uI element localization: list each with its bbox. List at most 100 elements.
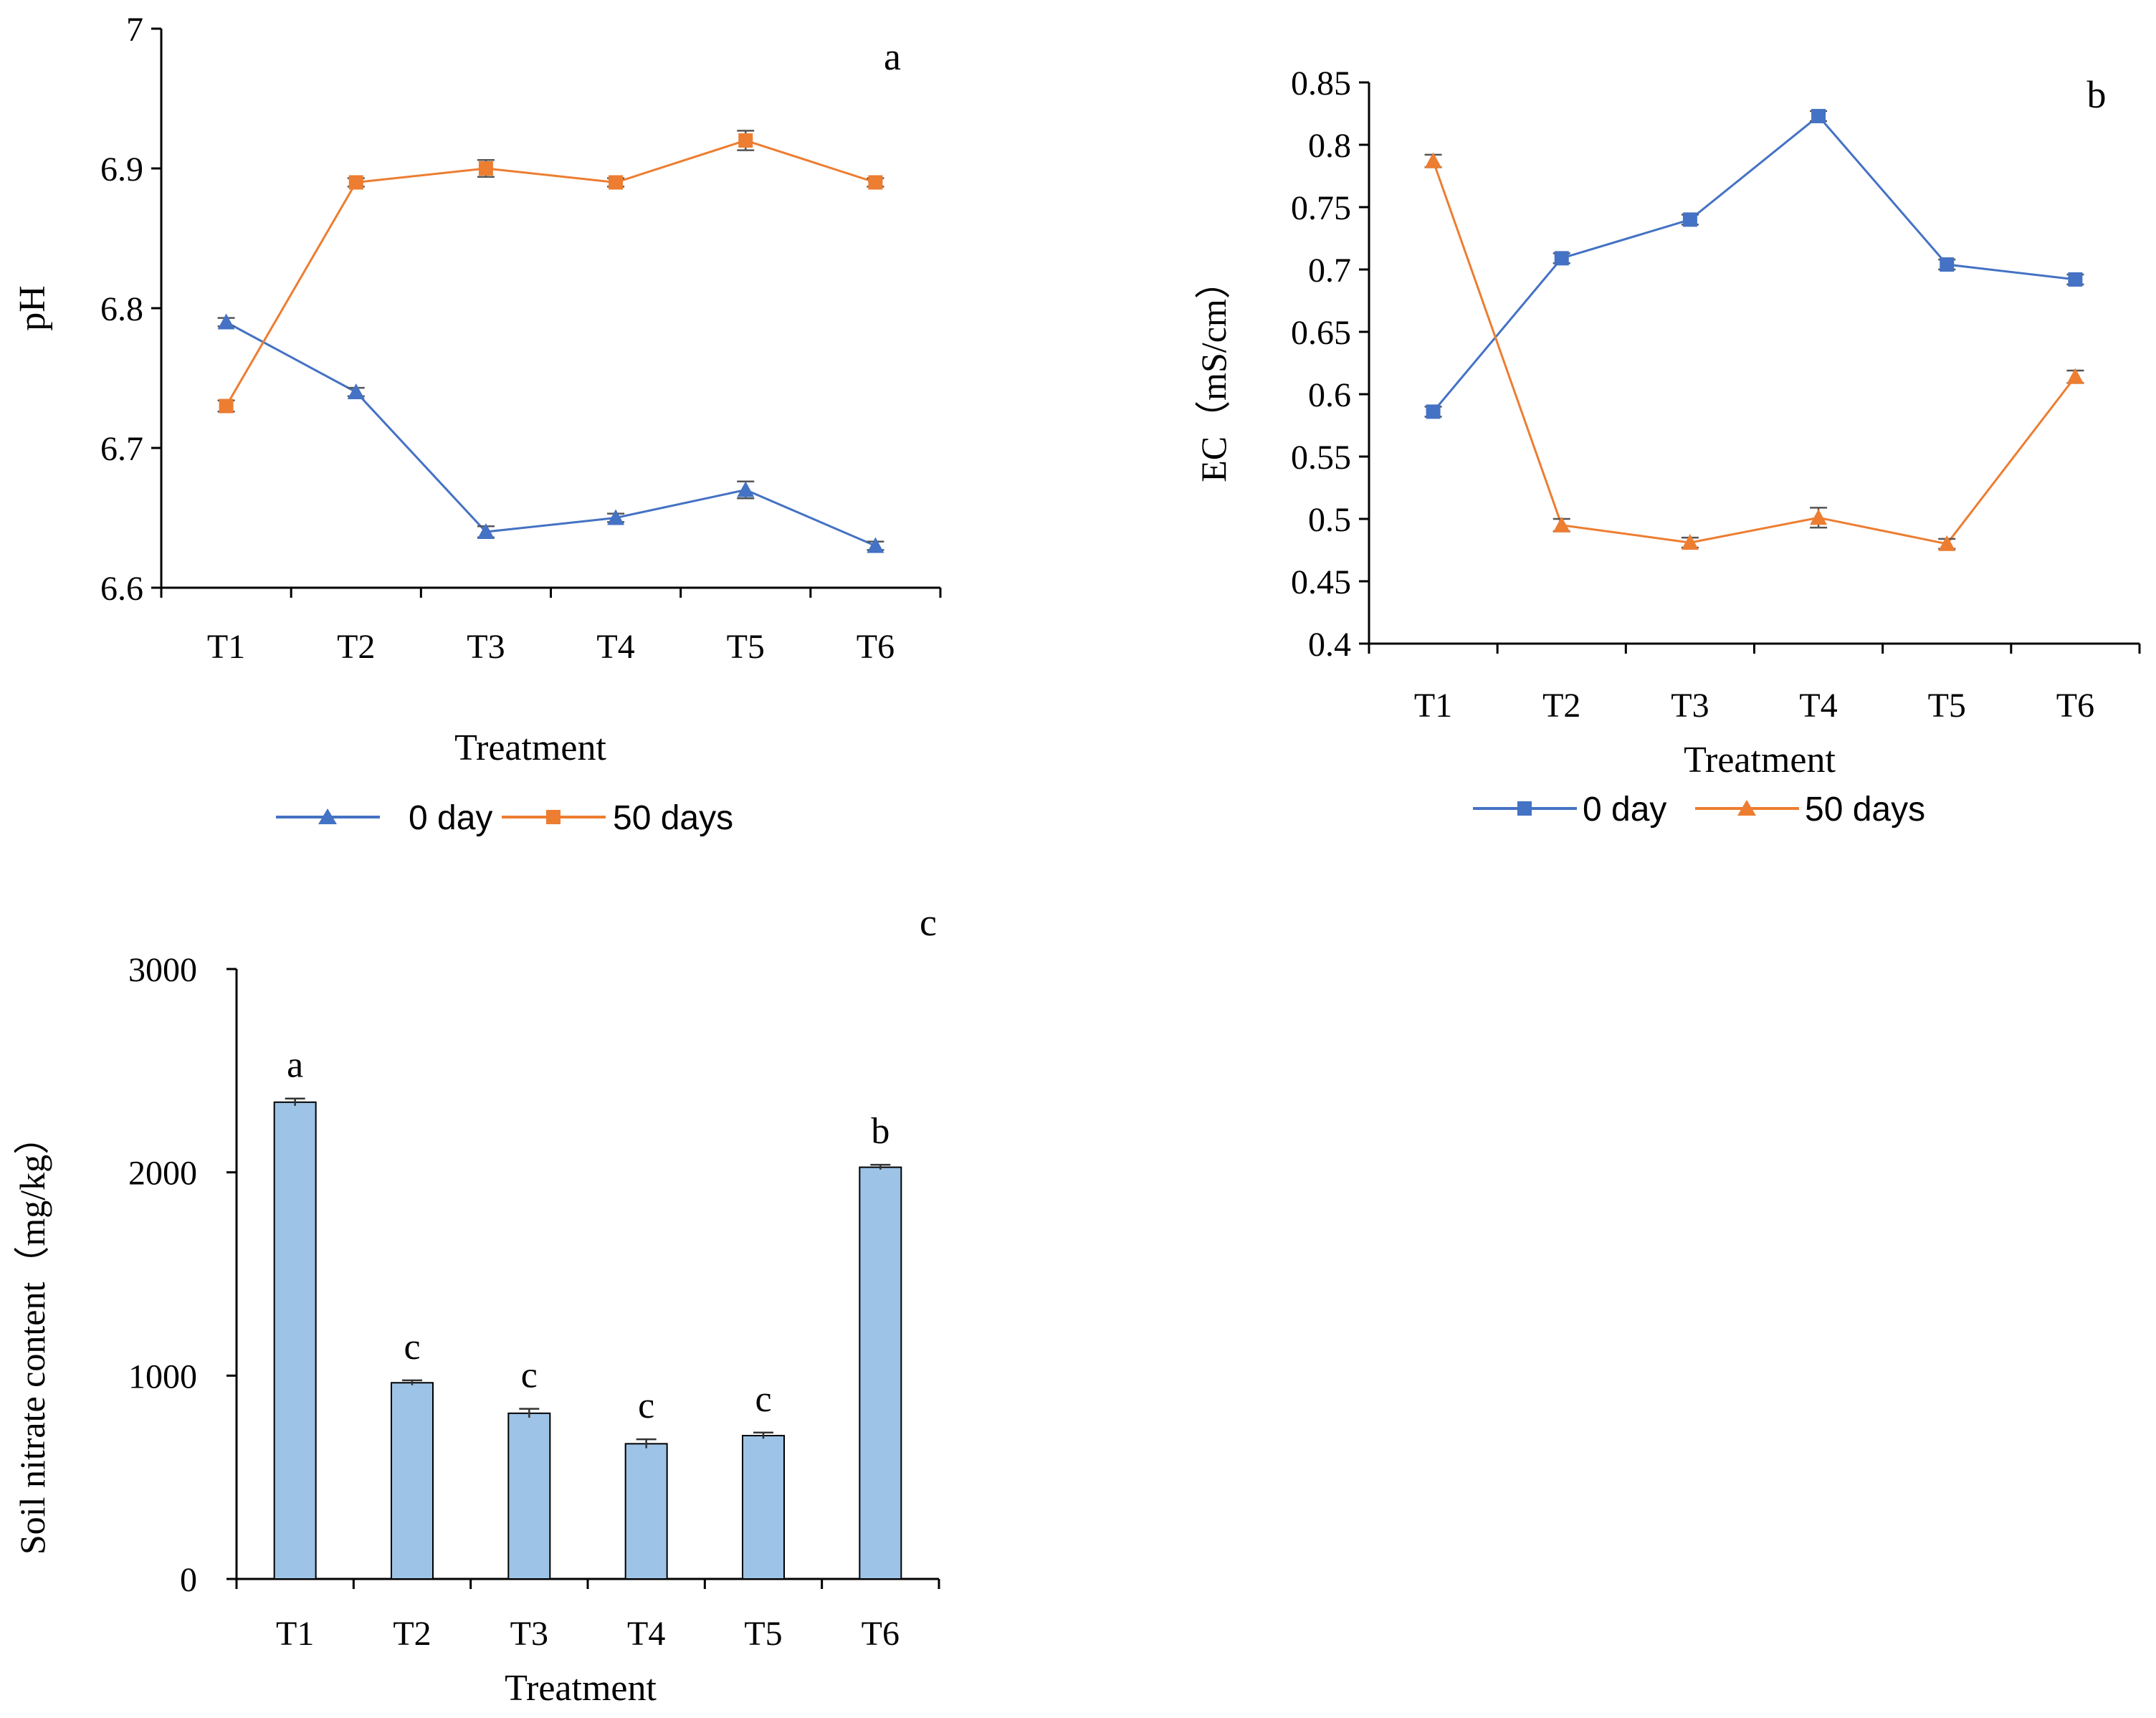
- a-y-tick-label: 7: [126, 11, 143, 49]
- c-y-tick-label: 0: [180, 1561, 197, 1599]
- b-series-0-point: [1940, 257, 1955, 272]
- c-y-tick-label: 2000: [128, 1155, 197, 1193]
- panel-b-label: b: [2087, 73, 2107, 116]
- c-bar: [624, 1443, 668, 1580]
- b-x-tick-label: T3: [1671, 687, 1709, 725]
- c-bar: [859, 1166, 902, 1580]
- a-series-1-line: [225, 139, 876, 407]
- c-x-tick-label: T3: [510, 1615, 548, 1653]
- a-series-0-point: [217, 313, 235, 330]
- b-x-tick-label: T5: [1928, 687, 1966, 725]
- legend-b-50days-marker: [1737, 800, 1756, 816]
- panel-a-y-axis-title: pH: [12, 285, 53, 331]
- b-y-tick-label: 0.7: [1308, 252, 1351, 290]
- a-series-1-point: [609, 175, 624, 190]
- b-y-tick-label: 0.5: [1308, 501, 1351, 539]
- c-significance-letter: c: [638, 1385, 654, 1426]
- c-bar: [391, 1382, 434, 1580]
- b-x-tick-label: T6: [2056, 687, 2094, 725]
- panel-a-legend: 0 day 50 days: [276, 799, 733, 837]
- chart-panel-c: 0 1000 2000 3000 T1 T2 T3 T4 T5 T6 a c c c c b c Treatm…: [12, 901, 940, 1709]
- c-significance-letter: c: [404, 1327, 420, 1368]
- a-series-0-point: [867, 537, 884, 553]
- a-y-tick-label: 6.6: [100, 570, 143, 608]
- a-series-1-point: [868, 175, 883, 190]
- a-series-1-point: [738, 133, 753, 148]
- b-y-tick-label: 0.8: [1308, 127, 1351, 165]
- c-x-tick-label: T4: [627, 1615, 665, 1653]
- b-series-1-point: [1681, 534, 1699, 550]
- b-x-tick-label: T4: [1799, 687, 1837, 725]
- legend-b-0day-marker: [1517, 801, 1532, 816]
- c-bar: [742, 1435, 785, 1580]
- b-y-tick-label: 0.65: [1291, 314, 1351, 352]
- b-series-0-point: [2068, 272, 2083, 287]
- b-series-0-line: [1432, 114, 2076, 413]
- c-x-tick-label: T5: [744, 1615, 782, 1653]
- a-series-1-point: [478, 161, 493, 176]
- chart-panel-a: 6.6 6.7 6.8 6.9 7 T1 T2 T3 T4 T5 T6 a Treatment pH…: [12, 11, 942, 837]
- legend-a-0day-marker: [318, 808, 337, 824]
- a-x-tick-label: T6: [857, 628, 895, 666]
- c-bar: [273, 1101, 317, 1580]
- a-y-tick-label: 6.8: [100, 290, 143, 328]
- b-series-0-point: [1682, 212, 1697, 227]
- a-x-tick-label: T5: [727, 628, 765, 666]
- a-x-tick-label: T4: [596, 628, 634, 666]
- chart-panel-b: 0.4 0.45 0.5 0.55 0.6 0.65 0.7 0.75 0.8 0.85 T1 T2 T…: [1193, 65, 2141, 829]
- c-y-tick-label: 3000: [128, 951, 197, 989]
- a-x-tick-label: T1: [207, 628, 245, 666]
- c-y-tick-label: 1000: [128, 1357, 197, 1395]
- b-y-tick-label: 0.85: [1291, 65, 1351, 102]
- panel-c-x-axis-title: Treatment: [505, 1668, 657, 1709]
- a-y-tick-label: 6.9: [100, 151, 143, 188]
- b-series-1-point: [1810, 509, 1828, 525]
- c-x-tick-label: T6: [862, 1615, 900, 1653]
- c-significance-letter: c: [755, 1379, 771, 1420]
- legend-a-50days-marker: [546, 810, 561, 824]
- b-series-1-point: [1938, 535, 1956, 551]
- b-x-tick-label: T2: [1542, 687, 1580, 725]
- a-series-1-point: [348, 175, 363, 190]
- a-series-0-point: [477, 523, 495, 539]
- a-series-0-line: [225, 321, 877, 547]
- panel-c-label: c: [920, 901, 937, 944]
- c-significance-letter: b: [871, 1111, 889, 1152]
- a-y-tick-label: 6.7: [100, 430, 143, 468]
- panel-b-legend: 0 day 50 days: [1473, 791, 1925, 829]
- c-significance-letter: a: [287, 1045, 303, 1086]
- legend-a-0day-label: 0 day: [409, 799, 492, 837]
- b-y-tick-label: 0.6: [1308, 376, 1351, 414]
- b-x-tick-label: T1: [1414, 687, 1452, 725]
- b-y-tick-label: 0.55: [1291, 439, 1351, 477]
- b-series-1-point: [2066, 368, 2084, 384]
- legend-b-50days-label: 50 days: [1805, 791, 1925, 829]
- c-bar: [507, 1412, 551, 1580]
- a-x-tick-label: T2: [337, 628, 375, 666]
- panel-a-x-axis-title: Treatment: [454, 727, 606, 768]
- b-y-tick-label: 0.75: [1291, 189, 1351, 227]
- b-series-0-point: [1554, 251, 1569, 266]
- a-x-tick-label: T3: [467, 628, 505, 666]
- a-series-1-point: [219, 399, 234, 414]
- b-series-1-point: [1424, 152, 1442, 168]
- c-significance-letter: c: [521, 1355, 538, 1396]
- b-series-1-line: [1432, 161, 2076, 545]
- legend-b-0day-label: 0 day: [1583, 791, 1666, 829]
- panel-b-x-axis-title: Treatment: [1684, 740, 1836, 781]
- panel-c-y-axis-title: Soil nitrate content（mg/kg）: [12, 1119, 52, 1555]
- a-series-0-point: [347, 383, 365, 399]
- c-x-tick-label: T2: [393, 1615, 431, 1653]
- legend-a-50days-label: 50 days: [613, 799, 733, 837]
- c-x-tick-label: T1: [276, 1615, 314, 1653]
- b-y-tick-label: 0.4: [1308, 626, 1351, 664]
- a-series-0-point: [607, 509, 625, 525]
- panel-a-label: a: [884, 35, 901, 78]
- panel-b-y-axis-title: EC（mS/cm）: [1193, 263, 1234, 482]
- b-series-1-point: [1552, 516, 1570, 533]
- a-series-0-point: [737, 481, 755, 497]
- b-series-0-point: [1811, 108, 1826, 123]
- b-series-0-point: [1426, 404, 1441, 419]
- b-y-tick-label: 0.45: [1291, 563, 1351, 601]
